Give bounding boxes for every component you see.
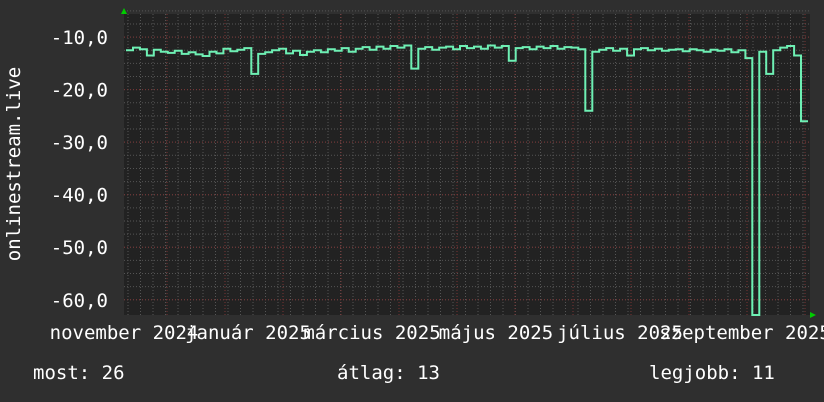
series-line bbox=[126, 44, 808, 316]
y-tick-label: -50,0 bbox=[51, 237, 108, 259]
y-tick-label: -40,0 bbox=[51, 185, 108, 207]
x-tick-label: november 2024 bbox=[50, 322, 199, 344]
x-tick-label: július 2025 bbox=[557, 322, 683, 344]
x-tick-label: szeptember 2025 bbox=[659, 322, 824, 344]
y-tick-label: -10,0 bbox=[51, 27, 108, 49]
y-axis-label: onlinestream.live bbox=[3, 67, 25, 261]
y-tick-label: -20,0 bbox=[51, 80, 108, 102]
plot-area bbox=[124, 14, 810, 315]
legend-average: átlag: 13 bbox=[337, 362, 440, 384]
legend-best: legjobb: 11 bbox=[649, 362, 775, 384]
x-tick-label: január 2025 bbox=[185, 322, 311, 344]
y-tick-label: -60,0 bbox=[51, 290, 108, 312]
y-axis-arrow-icon bbox=[121, 8, 127, 14]
x-tick-label: május 2025 bbox=[439, 322, 553, 344]
x-axis-arrow-icon bbox=[810, 312, 816, 318]
y-tick-label: -30,0 bbox=[51, 132, 108, 154]
legend-current: most: 26 bbox=[33, 362, 125, 384]
x-tick-label: március 2025 bbox=[303, 322, 440, 344]
